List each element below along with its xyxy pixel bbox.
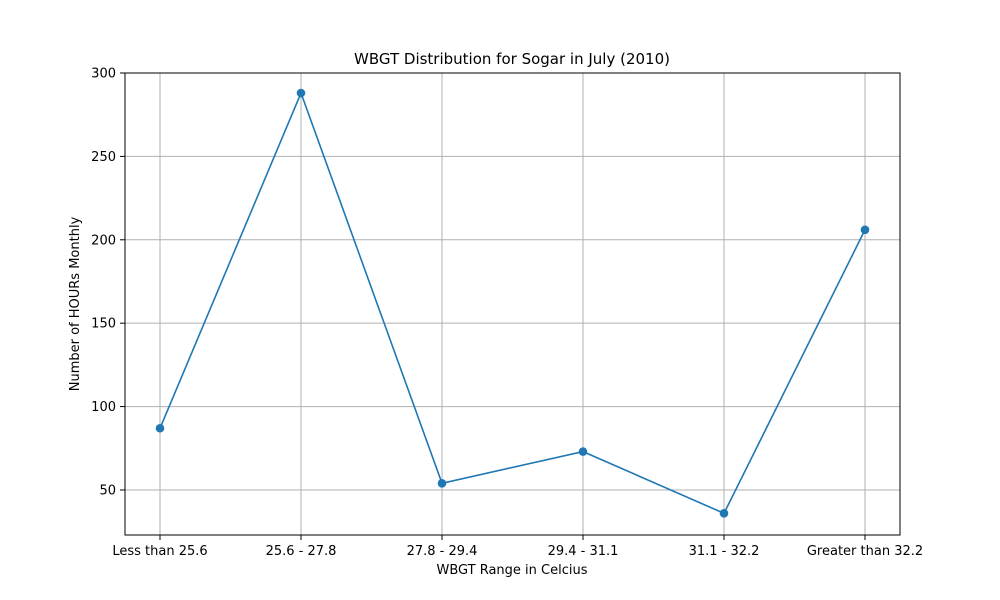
data-point (578, 447, 588, 456)
y-tick-label: 50 (99, 483, 116, 498)
x-tick-label: 27.8 - 29.4 (407, 544, 478, 559)
x-tick-label: 29.4 - 31.1 (548, 544, 619, 559)
axes-layer: Less than 25.6 25.6 - 27.8 27.8 - 29.4 29.4… (91, 67, 923, 560)
grid-layer (125, 72, 900, 535)
y-axis-label: Number of HOURs Monthly (68, 216, 83, 391)
data-point (155, 423, 165, 433)
x-tick-label: 31.1 - 32.2 (689, 544, 760, 559)
series-layer (155, 88, 870, 518)
x-tick-label: Greater than 32.2 (807, 544, 923, 559)
data-point (719, 509, 729, 518)
plot-frame (124, 72, 901, 536)
y-tick-label: 250 (91, 150, 116, 165)
data-point (296, 88, 306, 98)
data-point (437, 478, 447, 488)
y-tick-label: 300 (91, 67, 116, 82)
data-point (860, 225, 870, 235)
x-tick-label: 25.6 - 27.8 (266, 544, 337, 559)
y-tick-label: 100 (91, 400, 116, 415)
chart-title: WBGT Distribution for Sogar in July (201… (354, 50, 670, 68)
series-line (159, 90, 866, 515)
y-tick-label: 200 (91, 233, 116, 248)
y-tick-label: 150 (91, 317, 116, 332)
x-tick-label: Less than 25.6 (112, 544, 207, 559)
x-axis-label: WBGT Range in Celcius (436, 563, 587, 578)
